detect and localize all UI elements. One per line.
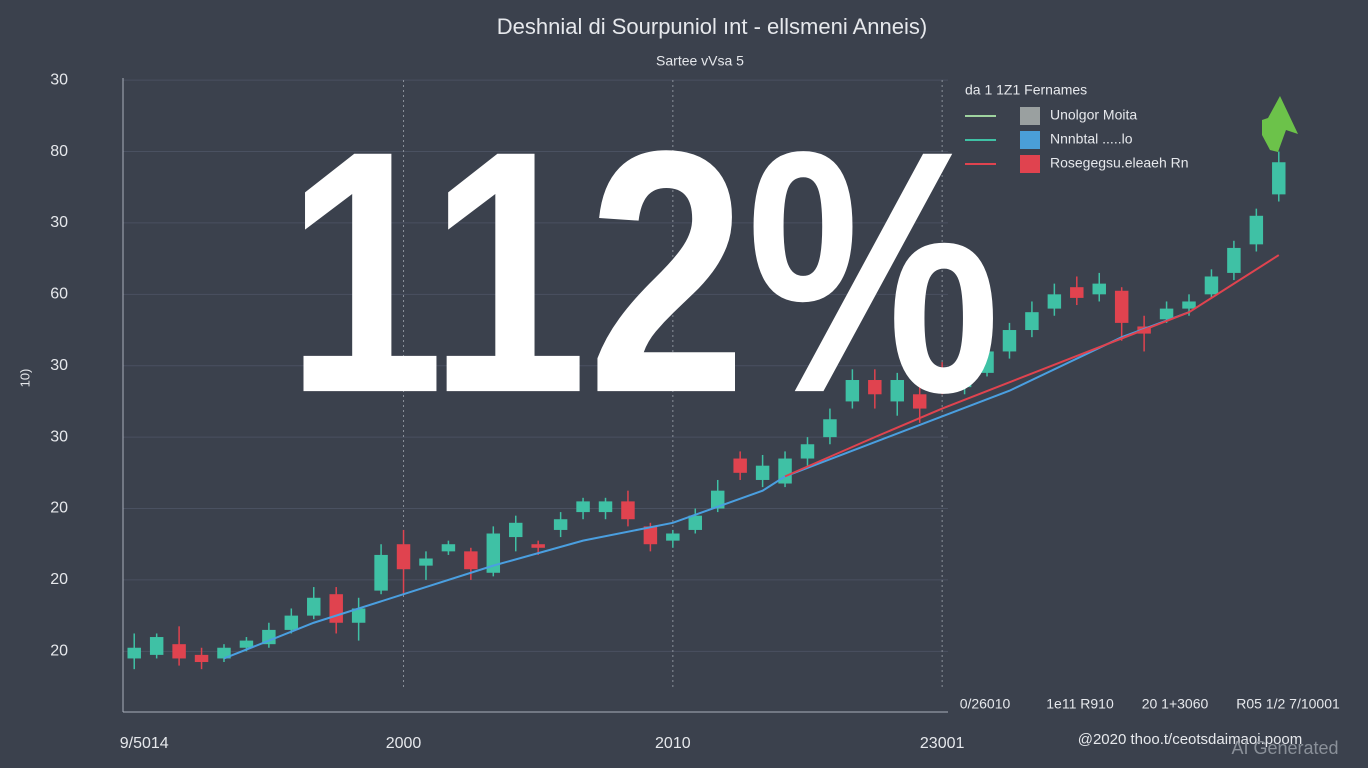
candle-body [217, 647, 231, 659]
annotation: 112% [286, 80, 1001, 465]
legend-label: Unolgor Moita [1050, 107, 1137, 123]
candle-body [733, 458, 747, 473]
candle-body [464, 551, 478, 570]
legend-label: Rosegegsu.eleaeh Rn [1050, 155, 1189, 171]
candle-body [845, 380, 860, 402]
x-tick-label: 2000 [386, 735, 422, 752]
x-tick-label: 9/5014 [120, 735, 169, 752]
candle-body [1182, 301, 1196, 309]
moving-average-line [223, 311, 1190, 660]
legend-swatch [1020, 155, 1040, 173]
candle-body [980, 351, 994, 373]
y-tick-label: 80 [50, 143, 68, 160]
candle-body [621, 501, 635, 520]
candle-body [172, 644, 186, 659]
arrow-icon [1262, 96, 1298, 152]
candle-body [374, 554, 388, 591]
footer: @2020 thoo.t/ceotsdaimaoi.poom [1078, 731, 1303, 748]
candle-body [486, 533, 501, 573]
candle-body [800, 444, 815, 459]
candle-body [778, 458, 792, 484]
candle-body [1114, 290, 1129, 323]
candle-body [262, 629, 276, 645]
x-extra-label: 1e11 R910 [1046, 696, 1114, 712]
candle-body [284, 615, 299, 630]
y-tick-label: 20 [50, 500, 68, 517]
legend-label: Nnnbtal .....lo [1050, 131, 1133, 147]
candle-body [1092, 283, 1106, 295]
candle-body [1070, 287, 1084, 298]
candle-body [1227, 247, 1241, 273]
y-tick-label: 20 [50, 643, 68, 660]
legend-swatch [1020, 107, 1040, 125]
candle-body [1159, 308, 1174, 320]
candle-body [576, 501, 590, 513]
y-tick-label: 30 [50, 71, 68, 88]
candle-body [755, 465, 770, 480]
candle-body [957, 372, 972, 388]
y-tick-label: 20 [50, 571, 68, 588]
y-tick-label: 30 [50, 357, 68, 374]
y-tick-label: 30 [50, 428, 68, 445]
candle-body [531, 544, 545, 548]
candle-body [441, 544, 456, 552]
candle-body [598, 501, 613, 513]
candle-body [1047, 294, 1062, 309]
y-axis-label: 10) [17, 369, 32, 388]
y-tick-label: 60 [50, 286, 68, 303]
candle-body [710, 490, 725, 509]
candle-body [688, 515, 703, 530]
candle-body [127, 647, 141, 659]
candle-body [823, 419, 837, 438]
candle-body [1249, 215, 1264, 245]
candle-body [666, 533, 680, 541]
x-tick-label: 23001 [920, 735, 965, 752]
candle-body [149, 637, 164, 655]
candle-body [329, 594, 343, 623]
candle-body [509, 522, 523, 538]
candle-body [239, 640, 254, 648]
candle-body [890, 380, 904, 402]
candle-body [307, 597, 321, 616]
chart-title: Deshnial di Sourpuniol ınt - ellsmeni An… [497, 14, 927, 39]
candle-body [396, 544, 411, 570]
candle-body [194, 654, 209, 663]
candle-body [553, 519, 568, 530]
x-extra-label: 0/26010 [960, 696, 1011, 712]
candle-body [868, 380, 882, 395]
x-extra-label: 20 1+3060 [1142, 696, 1209, 712]
candle-body [1204, 276, 1219, 295]
y-tick-label: 30 [50, 214, 68, 231]
candle-body [935, 369, 949, 391]
candle-body [643, 526, 658, 545]
candle-body [1025, 312, 1039, 331]
chart-subtitle: Sartee vVsa 5 [656, 53, 744, 69]
x-extra-label: R05 1/2 7/10001 [1236, 696, 1340, 712]
candle-body [912, 394, 927, 409]
moving-average-line [784, 254, 1280, 478]
plot-area: 30 80 30 60 30 30 20 20 20 9/5014 2000 2010 23001 [50, 71, 1286, 752]
legend-title: da 1 1Z1 Fernames [965, 82, 1087, 98]
candle-body [351, 608, 366, 623]
x-tick-label: 2010 [655, 735, 691, 752]
watermark: AI Generated [1231, 738, 1338, 758]
candle-body [419, 558, 433, 566]
candle-body [1002, 330, 1017, 352]
legend-swatch [1020, 131, 1040, 149]
candle-body [1272, 162, 1286, 195]
